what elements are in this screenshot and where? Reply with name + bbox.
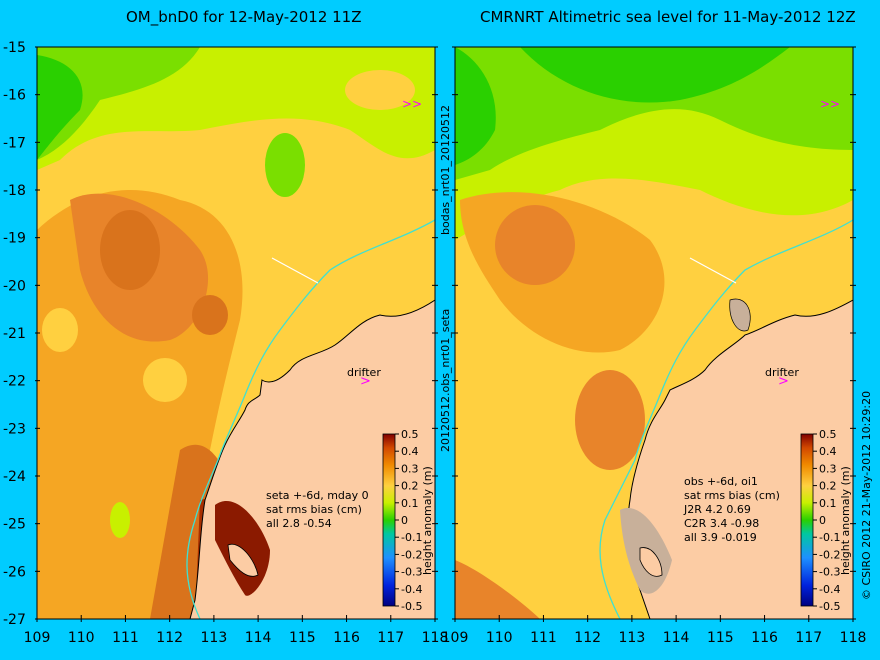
x-tick-label: 114	[663, 630, 690, 646]
y-tick-label: -23	[3, 421, 26, 437]
x-tick-label: 110	[486, 630, 513, 646]
colorbar-tick-label: -0.1	[401, 531, 422, 544]
colorbar-tick-label: 0.2	[401, 480, 419, 493]
left-drifter-label: drifter	[347, 366, 381, 379]
x-tick-label: 117	[795, 630, 822, 646]
x-tick-label: 110	[68, 630, 95, 646]
right-map: drifter > >> obs +-6d, oi1 sat rms bias …	[455, 47, 853, 619]
colorbar-tick-label: -0.5	[401, 600, 422, 613]
right-x-axis-ticks: 109 110 111 112 113 114 115 116 117 118	[442, 615, 867, 646]
x-tick-label: 114	[245, 630, 272, 646]
right-colorbar-label: height anomaly (m)	[839, 466, 852, 575]
colorbar-tick-label: 0.5	[819, 428, 837, 441]
left-drifter-marker: >	[360, 374, 371, 389]
colorbar-tick-label: 0	[819, 514, 826, 527]
colorbar-tick-label: -0.2	[819, 548, 840, 561]
x-tick-label: 109	[24, 630, 51, 646]
colorbar-tick-label: 0.1	[819, 497, 837, 510]
x-tick-label: 117	[377, 630, 404, 646]
credit-label: © CSIRO 2012 21-May-2012 10:29:20	[860, 391, 873, 600]
x-tick-label: 118	[840, 630, 867, 646]
colorbar-tick-label: -0.4	[401, 583, 422, 596]
colorbar-tick-label: -0.5	[819, 600, 840, 613]
right-colorbar: 0.5 0.4 0.3 0.2 0.1 0 -0.1 -0.2 -0.3 -0.4 -0.5 hei…	[800, 428, 852, 613]
y-tick-label: -15	[3, 40, 26, 56]
y-tick-label: -26	[3, 564, 26, 580]
right-drifter-label: drifter	[765, 366, 799, 379]
y-tick-label: -16	[3, 88, 26, 104]
right-stats: obs +-6d, oi1 sat rms bias (cm) J2R 4.2 …	[683, 475, 780, 544]
x-tick-label: 116	[751, 630, 778, 646]
left-stats: seta +-6d, mday 0 sat rms bias (cm) all …	[266, 489, 369, 530]
x-tick-label: 111	[530, 630, 557, 646]
colorbar-tick-label: 0.4	[819, 445, 837, 458]
svg-text:seta +-6d, mday 0: seta +-6d, mday 0	[266, 489, 369, 502]
colorbar-tick-label: -0.3	[819, 566, 840, 579]
x-tick-label: 113	[619, 630, 646, 646]
y-tick-label: -27	[3, 612, 26, 628]
svg-text:C2R 3.4 -0.98: C2R 3.4 -0.98	[684, 517, 759, 530]
colorbar-tick-label: 0.2	[819, 480, 837, 493]
svg-text:sat rms bias (cm): sat rms bias (cm)	[266, 503, 362, 516]
colorbar-tick-label: 0.4	[401, 445, 419, 458]
left-panel-title: OM_bnD0 for 12-May-2012 11Z	[126, 8, 362, 26]
x-tick-label: 115	[707, 630, 734, 646]
x-tick-label: 115	[289, 630, 316, 646]
svg-text:J2R 4.2 0.69: J2R 4.2 0.69	[683, 503, 751, 516]
colorbar-tick-label: 0.5	[401, 428, 419, 441]
svg-text:all 2.8 -0.54: all 2.8 -0.54	[266, 517, 332, 530]
x-tick-label: 112	[156, 630, 183, 646]
y-tick-label: -20	[3, 278, 26, 294]
colorbar-tick-label: -0.3	[401, 566, 422, 579]
x-tick-label: 112	[574, 630, 601, 646]
left-map: drifter > >> seta +-6d, mday 0 sat rms b…	[37, 47, 435, 619]
y-tick-label: -25	[3, 517, 26, 533]
y-tick-label: -18	[3, 183, 26, 199]
svg-text:obs +-6d, oi1: obs +-6d, oi1	[684, 475, 758, 488]
x-tick-label: 113	[201, 630, 228, 646]
svg-text:sat rms bias (cm): sat rms bias (cm)	[684, 489, 780, 502]
colorbar-tick-label: -0.2	[401, 548, 422, 561]
right-isobath	[599, 219, 853, 619]
y-axis-ticks: -15 -16 -17 -18 -19 -20 -21 -22 -23 -24 -25 -26 -27	[3, 40, 856, 628]
colorbar-tick-label: -0.4	[819, 583, 840, 596]
colorbar-tick-label: 0.3	[819, 462, 837, 475]
left-colorbar-label: height anomaly (m)	[421, 466, 434, 575]
y-tick-label: -17	[3, 135, 26, 151]
colorbar-tick-label: 0.3	[401, 462, 419, 475]
x-tick-label: 116	[333, 630, 360, 646]
right-drifter-marker: >	[778, 374, 789, 389]
right-drifter-cluster: >>	[820, 97, 840, 111]
side-label-bottom: 20120512.obs_nrt01_seta	[439, 309, 452, 452]
x-tick-label: 111	[112, 630, 139, 646]
colorbar-tick-label: -0.1	[819, 531, 840, 544]
left-isobath	[186, 219, 435, 619]
y-tick-label: -22	[3, 374, 26, 390]
right-panel-title: CMRNRT Altimetric sea level for 11-May-2…	[480, 8, 856, 26]
x-tick-label: 109	[442, 630, 469, 646]
side-label-top: bodas_nrt01_20120512	[439, 105, 452, 235]
colorbar-tick-label: 0.1	[401, 497, 419, 510]
x-tick-label: 118	[422, 630, 449, 646]
y-tick-label: -24	[3, 469, 26, 485]
left-drifter-cluster: >>	[402, 97, 422, 111]
left-colorbar: 0.5 0.4 0.3 0.2 0.1 0 -0.1 -0.2 -0.3 -0.4 -0.5 hei…	[382, 428, 434, 613]
colorbar-tick-label: 0	[401, 514, 408, 527]
svg-text:all 3.9 -0.019: all 3.9 -0.019	[684, 531, 757, 544]
y-tick-label: -19	[3, 231, 26, 247]
y-tick-label: -21	[3, 326, 26, 342]
left-x-axis-ticks: 109 110 111 112 113 114 115 116 117 118	[24, 615, 449, 646]
